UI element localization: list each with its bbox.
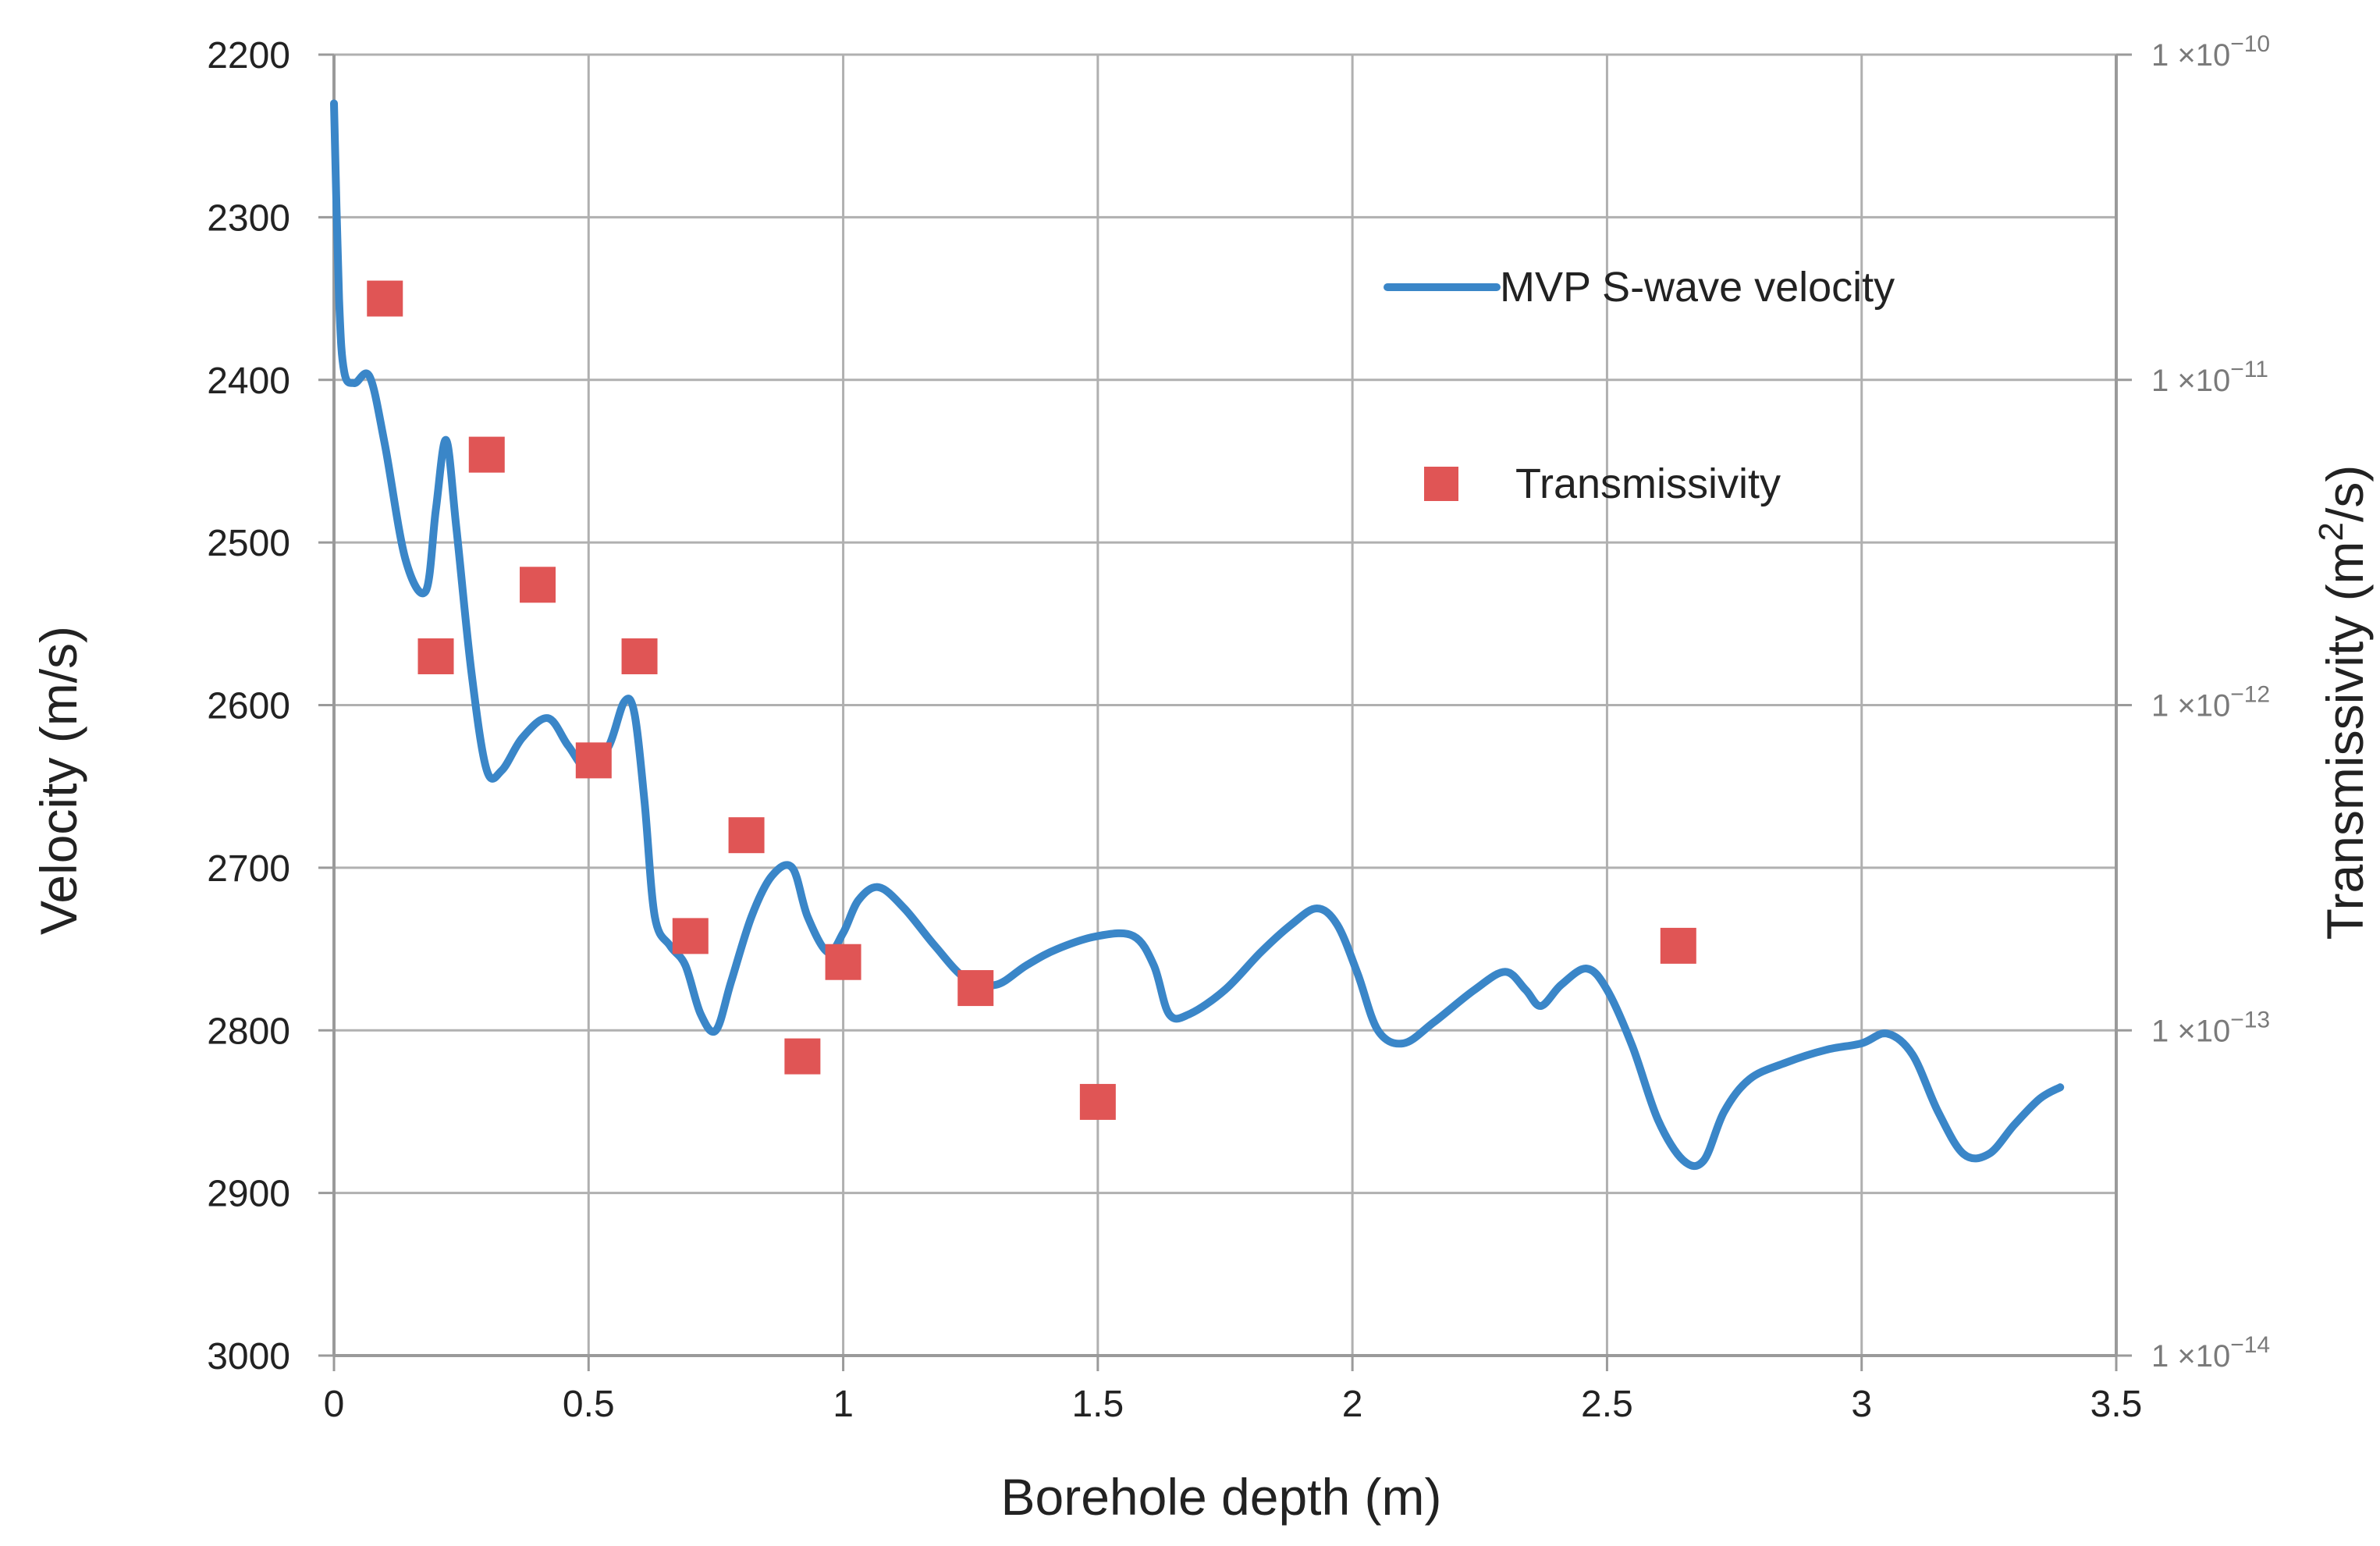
x-tick-label: 3.5	[2090, 1384, 2143, 1425]
y2-axis-title-tail: /s)	[2316, 465, 2374, 522]
transmissivity-point	[957, 970, 994, 1007]
y-tick-label: 2400	[207, 361, 290, 402]
transmissivity-point	[728, 817, 765, 854]
transmissivity-point	[672, 918, 709, 954]
y-tick-label: 2800	[207, 1011, 290, 1052]
y2-tick-label-base: 1 ×10	[2151, 689, 2230, 723]
legend-label-transmissivity: Transmissivity	[1515, 460, 1781, 507]
y-tick-label: 2700	[207, 848, 290, 890]
y2-tick-label-exponent: −12	[2230, 682, 2270, 708]
transmissivity-point	[825, 944, 861, 980]
series-layer	[330, 99, 2065, 1171]
y2-tick-label-base: 1 ×10	[2151, 38, 2230, 73]
y2-axis-title-sup: 2	[2312, 522, 2350, 541]
y-tick-label: 2300	[207, 197, 290, 239]
y2-tick-label: 1 ×10−14	[2151, 1332, 2270, 1374]
y2-tick-label: 1 ×10−12	[2151, 682, 2270, 723]
transmissivity-point	[417, 638, 454, 674]
y2-tick-label-exponent: −13	[2230, 1007, 2270, 1032]
transmissivity-point	[575, 742, 612, 779]
y2-tick-label-base: 1 ×10	[2151, 364, 2230, 398]
transmissivity-point	[1079, 1083, 1116, 1120]
x-axis-title: Borehole depth (m)	[1001, 1468, 1442, 1526]
legend: MVP S-wave velocity Transmissivity	[1384, 264, 1895, 507]
y-axis-title: Velocity (m/s)	[30, 626, 87, 935]
y2-tick-label: 1 ×10−11	[2151, 357, 2268, 398]
transmissivity-point	[1660, 927, 1696, 964]
y2-tick-label-base: 1 ×10	[2151, 1014, 2230, 1048]
x-tick-label: 0.5	[563, 1384, 615, 1425]
transmissivity-point	[468, 436, 505, 473]
axes	[318, 53, 2132, 1371]
x-tick-label: 2	[1342, 1384, 1363, 1425]
legend-square-swatch	[1424, 467, 1458, 501]
y2-tick-label: 1 ×10−13	[2151, 1007, 2270, 1048]
y2-tick-label-exponent: −10	[2230, 31, 2270, 57]
x-tick-label: 1.5	[1071, 1384, 1124, 1425]
y-tick-label: 3000	[207, 1336, 290, 1377]
x-tick-label: 1	[833, 1384, 854, 1425]
series-line-velocity	[330, 99, 2065, 1171]
transmissivity-point	[621, 638, 658, 674]
y2-axis-title-main: Transmissivity (m	[2316, 541, 2374, 940]
y2-axis-title: Transmissivity (m2/s)	[2312, 465, 2374, 940]
y2-tick-label-exponent: −14	[2230, 1332, 2270, 1358]
legend-label-velocity: MVP S-wave velocity	[1500, 264, 1895, 311]
y2-tick-label-exponent: −11	[2230, 357, 2268, 382]
transmissivity-point	[367, 280, 403, 317]
transmissivity-point	[520, 567, 556, 603]
x-tick-label: 2.5	[1581, 1384, 1633, 1425]
x-tick-label: 3	[1851, 1384, 1872, 1425]
y-tick-label: 2900	[207, 1174, 290, 1215]
y-tick-label: 2200	[207, 35, 290, 76]
x-tick-label: 0	[324, 1384, 345, 1425]
y2-tick-label: 1 ×10−10	[2151, 31, 2270, 73]
tick-labels: 2200 2300 2400 2500 2600 2700 2800 2900 3000 0 0.5…	[207, 31, 2270, 1425]
y-tick-label: 2500	[207, 523, 290, 564]
y-tick-label: 2600	[207, 686, 290, 727]
y2-tick-label-base: 1 ×10	[2151, 1339, 2230, 1374]
transmissivity-point	[784, 1038, 821, 1075]
